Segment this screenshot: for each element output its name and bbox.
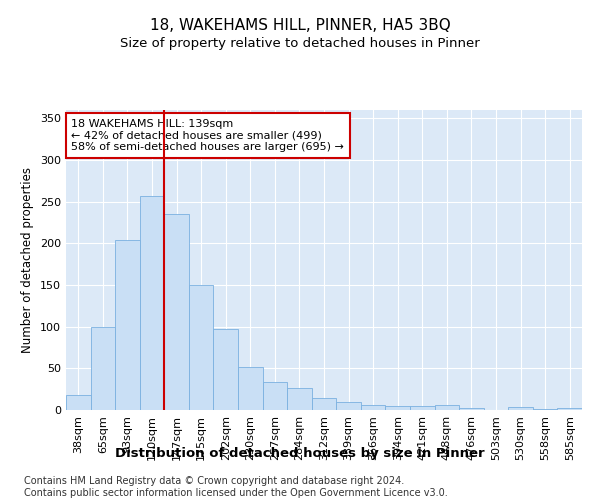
Text: Contains HM Land Registry data © Crown copyright and database right 2024.
Contai: Contains HM Land Registry data © Crown c… [24, 476, 448, 498]
Bar [410, 406, 434, 410]
Bar [238, 366, 263, 410]
Bar [312, 398, 336, 410]
Bar [66, 395, 91, 410]
Bar [533, 409, 557, 410]
Bar [91, 326, 115, 410]
Bar [189, 285, 214, 410]
Text: 18, WAKEHAMS HILL, PINNER, HA5 3BQ: 18, WAKEHAMS HILL, PINNER, HA5 3BQ [149, 18, 451, 32]
Text: Distribution of detached houses by size in Pinner: Distribution of detached houses by size … [115, 448, 485, 460]
Bar [557, 408, 582, 410]
Bar [140, 196, 164, 410]
Bar [361, 405, 385, 410]
Bar [164, 214, 189, 410]
Text: Size of property relative to detached houses in Pinner: Size of property relative to detached ho… [120, 38, 480, 51]
Bar [214, 329, 238, 410]
Bar [434, 405, 459, 410]
Bar [459, 408, 484, 410]
Y-axis label: Number of detached properties: Number of detached properties [22, 167, 34, 353]
Bar [385, 406, 410, 410]
Bar [336, 402, 361, 410]
Bar [115, 240, 140, 410]
Bar [263, 382, 287, 410]
Text: 18 WAKEHAMS HILL: 139sqm
← 42% of detached houses are smaller (499)
58% of semi-: 18 WAKEHAMS HILL: 139sqm ← 42% of detach… [71, 119, 344, 152]
Bar [287, 388, 312, 410]
Bar [508, 406, 533, 410]
